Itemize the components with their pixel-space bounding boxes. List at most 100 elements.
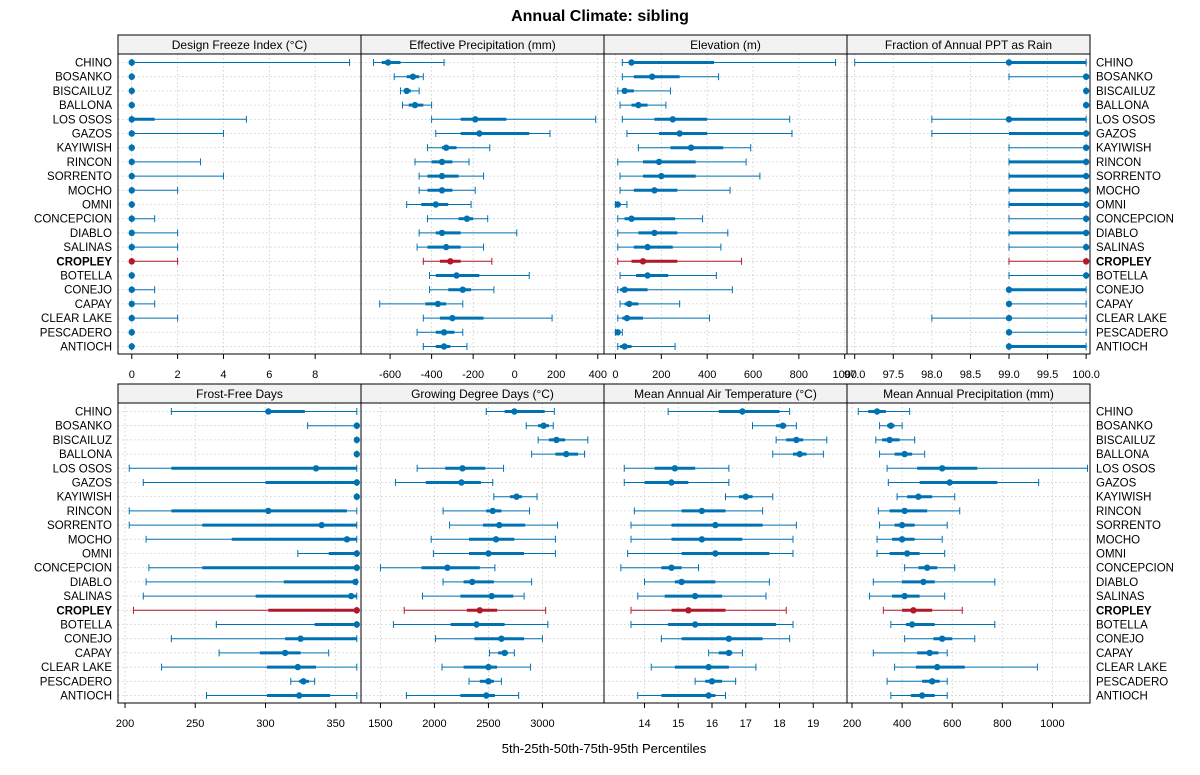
median-point: [128, 172, 135, 180]
panel-strip-title: Mean Annual Air Temperature (°C): [634, 387, 817, 401]
median-point: [933, 663, 941, 671]
median-point: [614, 329, 621, 336]
median-point: [438, 158, 446, 166]
median-point: [873, 408, 881, 415]
site-label-right: BISCAILUZ: [1096, 435, 1155, 447]
x-tick-label: 3000: [530, 718, 554, 730]
median-point: [440, 329, 448, 336]
median-point: [488, 592, 495, 600]
median-point: [644, 272, 651, 279]
site-label-left: DIABLO: [70, 228, 112, 240]
median-point: [458, 479, 465, 486]
median-point: [928, 678, 936, 685]
x-tick-label: 16: [706, 718, 718, 730]
site-label-left: CONEJO: [64, 285, 112, 297]
site-label-left: KAYIWISH: [57, 492, 112, 504]
median-point: [353, 422, 360, 429]
median-point: [705, 663, 712, 671]
site-label-left: OMNI: [82, 549, 112, 561]
median-point: [621, 286, 628, 293]
median-point: [353, 450, 360, 458]
x-axis-label: 5th-25th-50th-75th-95th Percentiles: [502, 741, 707, 756]
panel-border: [846, 402, 1091, 704]
panel-strip-title: Effective Precipitation (mm): [409, 38, 556, 52]
x-tick-label: 19: [807, 718, 819, 730]
median-point: [128, 130, 135, 137]
site-label-left: CONEJO: [64, 634, 112, 646]
site-label-right: PESCADERO: [1096, 676, 1168, 688]
x-tick-label: 4: [220, 369, 226, 381]
median-point: [128, 258, 135, 265]
site-label-right: ANTIOCH: [1096, 342, 1148, 354]
median-point: [1082, 87, 1090, 95]
site-label-right: CHINO: [1096, 407, 1133, 419]
median-point: [128, 201, 135, 208]
median-point: [318, 521, 325, 529]
site-label-left: CAPAY: [75, 648, 113, 660]
panel-6: Mean Annual Air Temperature (°C) 14 15 16 17…: [603, 383, 848, 730]
median-point: [687, 144, 695, 151]
x-tick-label: 98.5: [960, 369, 981, 381]
median-point: [496, 521, 503, 529]
median-point: [1005, 286, 1013, 293]
median-point: [926, 649, 933, 657]
median-point: [886, 436, 893, 444]
x-tick-label: 0: [512, 369, 518, 381]
median-point: [1005, 59, 1013, 66]
median-point: [434, 300, 442, 308]
median-point: [685, 607, 692, 614]
median-point: [453, 272, 460, 279]
site-label-left: RINCON: [67, 157, 112, 169]
median-point: [1005, 314, 1013, 322]
x-tick-label: 600: [943, 718, 961, 730]
median-point: [635, 101, 642, 109]
median-point: [621, 87, 628, 95]
median-point: [483, 692, 490, 699]
median-point: [411, 101, 419, 109]
site-label-left: BOSANKO: [55, 421, 112, 433]
median-point: [678, 578, 685, 586]
panel-strip-title: Elevation (m): [690, 38, 761, 52]
median-point: [908, 621, 916, 628]
median-point: [626, 300, 633, 308]
median-point: [1082, 130, 1090, 137]
median-point: [128, 272, 135, 279]
median-point: [796, 450, 803, 458]
median-point: [281, 649, 289, 657]
median-point: [644, 243, 651, 251]
chart-title: Annual Climate: sibling: [511, 8, 689, 25]
site-label-left: BISCAILUZ: [53, 86, 112, 98]
x-tick-label: 1000: [832, 369, 856, 381]
median-point: [1005, 300, 1013, 308]
median-point: [725, 649, 733, 657]
median-point: [476, 130, 483, 137]
site-label-right: LOS OSOS: [1096, 463, 1156, 475]
x-tick-label: 300: [256, 718, 274, 730]
site-label-right: KAYIWISH: [1096, 143, 1151, 155]
median-point: [128, 215, 135, 222]
site-label-right: OMNI: [1096, 549, 1126, 561]
median-point: [712, 550, 719, 557]
site-label-left: MOCHO: [68, 534, 112, 546]
median-point: [698, 536, 706, 543]
site-label-left: CONCEPCION: [34, 214, 112, 226]
panel-border: [360, 53, 605, 355]
site-label-right: BOSANKO: [1096, 421, 1153, 433]
site-label-right: MOCHO: [1096, 534, 1140, 546]
median-point: [1082, 201, 1090, 208]
median-point: [128, 73, 135, 80]
median-point: [343, 536, 351, 543]
median-point: [739, 408, 746, 415]
site-label-right: GAZOS: [1096, 129, 1137, 141]
site-label-right: CROPLEY: [1096, 256, 1152, 268]
median-point: [887, 422, 895, 429]
panel-2: Elevation (m) 0 200 400 600 800 1000: [603, 34, 857, 381]
panel-strip-title: Design Freeze Index (°C): [172, 38, 308, 52]
site-label-right: DIABLO: [1096, 228, 1138, 240]
median-point: [128, 314, 135, 322]
median-point: [938, 465, 946, 472]
median-point: [910, 607, 917, 614]
site-label-left: SALINAS: [63, 591, 112, 603]
site-label-right: BOSANKO: [1096, 72, 1153, 84]
median-point: [669, 116, 676, 123]
